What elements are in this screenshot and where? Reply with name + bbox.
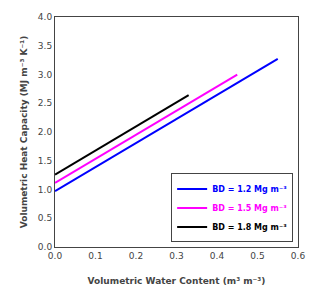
svg-text:BD = 1.2 Mg m⁻³: BD = 1.2 Mg m⁻³ <box>212 185 287 194</box>
svg-text:2.5: 2.5 <box>38 98 52 108</box>
svg-text:Volumetric Water Content (m³ m: Volumetric Water Content (m³ m⁻³) <box>88 276 266 286</box>
svg-text:BD = 1.8 Mg m⁻³: BD = 1.8 Mg m⁻³ <box>212 223 287 232</box>
svg-text:0.4: 0.4 <box>210 251 225 261</box>
svg-text:3.0: 3.0 <box>38 70 53 80</box>
svg-text:1.5: 1.5 <box>38 156 52 166</box>
svg-text:4.0: 4.0 <box>38 12 53 22</box>
svg-text:0.6: 0.6 <box>291 251 306 261</box>
svg-text:0.5: 0.5 <box>38 213 52 223</box>
svg-text:0.0: 0.0 <box>38 242 53 252</box>
svg-text:0.3: 0.3 <box>169 251 183 261</box>
svg-text:1.0: 1.0 <box>38 185 53 195</box>
svg-text:Volumetric Heat Capacity (MJ m: Volumetric Heat Capacity (MJ m⁻³ K⁻¹) <box>19 36 29 229</box>
svg-text:0.2: 0.2 <box>129 251 143 261</box>
svg-text:3.5: 3.5 <box>38 41 52 51</box>
svg-text:0.5: 0.5 <box>250 251 264 261</box>
svg-text:2.0: 2.0 <box>38 127 53 137</box>
svg-text:0.1: 0.1 <box>88 251 102 261</box>
svg-text:BD = 1.5 Mg m⁻³: BD = 1.5 Mg m⁻³ <box>212 204 287 213</box>
svg-text:0.0: 0.0 <box>48 251 63 261</box>
